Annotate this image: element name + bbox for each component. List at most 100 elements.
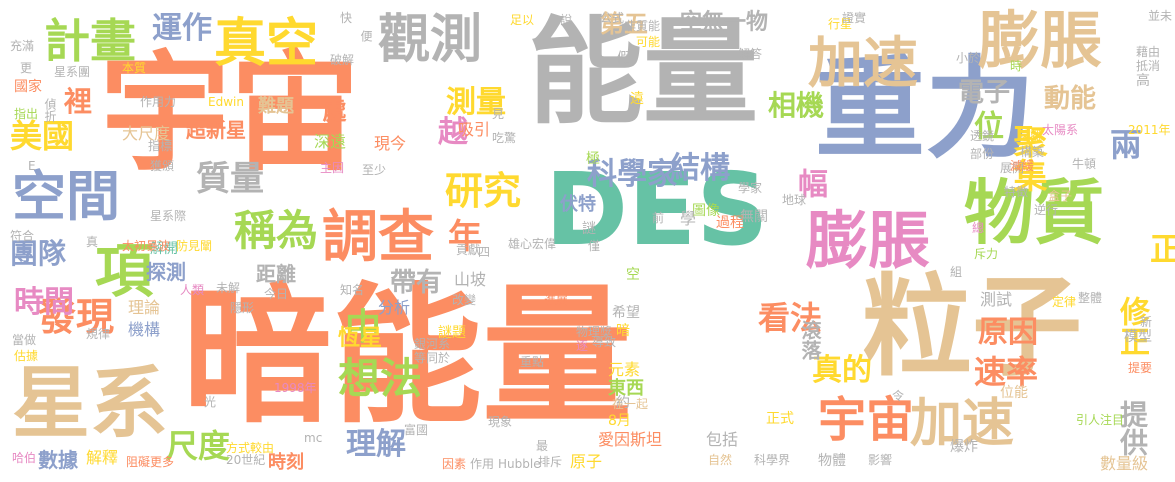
cloud-word: 物質 xyxy=(964,172,1104,254)
cloud-word: 估據 xyxy=(14,349,39,363)
cloud-word: 空無一物 xyxy=(680,10,769,35)
cloud-word: 偵折 xyxy=(43,98,57,122)
cloud-word: 元素 xyxy=(608,360,641,379)
cloud-word: 加速 xyxy=(910,394,1015,454)
cloud-word: 動能 xyxy=(1044,84,1097,114)
cloud-word: 調查 xyxy=(322,205,434,270)
cloud-word: 足以 xyxy=(510,13,535,27)
cloud-word: 非質能 xyxy=(624,19,661,33)
cloud-word: 知名 xyxy=(340,283,365,297)
cloud-word: 解答 xyxy=(738,47,763,61)
cloud-word: 理論 xyxy=(128,298,161,317)
cloud-word: 約 xyxy=(616,395,630,411)
cloud-word: 科學界 xyxy=(754,453,791,467)
cloud-word: 愛因斯坦 xyxy=(598,430,663,449)
cloud-word: 計畫 xyxy=(44,14,136,68)
cloud-word: 定律 xyxy=(1052,295,1077,309)
cloud-word: 牛頓 xyxy=(1072,157,1097,171)
cloud-word: Hubble xyxy=(498,457,541,471)
cloud-word: E xyxy=(28,159,36,173)
cloud-word: 特徵 xyxy=(1004,185,1029,199)
cloud-word: 年 xyxy=(448,217,482,257)
cloud-word: 提要 xyxy=(1128,361,1153,375)
cloud-word: 便 xyxy=(359,30,373,42)
cloud-word: 空 xyxy=(626,267,640,283)
cloud-word: 時 xyxy=(1010,59,1023,73)
cloud-word: 空間 xyxy=(12,165,120,228)
cloud-word: 防見闡 xyxy=(176,239,213,253)
cloud-word: 規律 xyxy=(86,327,111,341)
cloud-word: 自然 xyxy=(708,453,733,467)
cloud-word: 項 xyxy=(95,237,154,305)
cloud-word: 減緩 xyxy=(1010,159,1035,173)
cloud-word: 發現 xyxy=(38,295,115,339)
cloud-word: 極 xyxy=(586,151,600,167)
cloud-word: 團隊 xyxy=(10,237,67,270)
cloud-word: 因素 xyxy=(442,457,467,471)
cloud-word: 說 xyxy=(560,13,573,27)
cloud-word: 光 xyxy=(204,395,217,409)
cloud-word: 宇宙 xyxy=(818,392,915,448)
cloud-word: 令 xyxy=(892,389,905,403)
cloud-word: 哈伯 xyxy=(12,451,37,465)
cloud-word: 8月 xyxy=(608,413,631,429)
cloud-word: 大尺度 xyxy=(122,124,171,143)
cloud-word: 真 xyxy=(86,235,99,249)
cloud-word: mc xyxy=(304,431,323,445)
cloud-word: 處 xyxy=(318,98,346,122)
cloud-word: 數據 xyxy=(38,448,78,472)
cloud-word: 現象 xyxy=(488,415,513,429)
cloud-word: 僅 xyxy=(588,239,601,253)
cloud-word: 中 xyxy=(345,307,382,348)
cloud-word: 排斥 xyxy=(538,455,563,469)
cloud-word: 阻礙更多 xyxy=(126,455,175,469)
cloud-word: 測量 xyxy=(446,85,506,120)
cloud-word: 科學家 xyxy=(587,157,677,192)
cloud-word: 爆炸 xyxy=(950,439,978,455)
cloud-word: 質量 xyxy=(196,159,264,199)
cloud-word: 富國 xyxy=(404,423,429,437)
cloud-word: 引人注目 xyxy=(1076,413,1125,427)
cloud-word: 稱為 xyxy=(234,206,319,255)
cloud-word: 星系 xyxy=(12,359,169,449)
cloud-word: 至少 xyxy=(362,163,387,177)
cloud-word: 小於 xyxy=(956,51,981,65)
cloud-word: 行星 xyxy=(828,17,853,31)
cloud-word: 進展 xyxy=(544,293,569,307)
cloud-word: 研究 xyxy=(445,169,522,213)
cloud-word: 結構 xyxy=(670,151,730,186)
cloud-word: 聚集 xyxy=(1007,124,1047,192)
cloud-word: 作用力 xyxy=(140,95,177,109)
cloud-word: 雄心宏偉 xyxy=(508,237,557,251)
cloud-word: 難題 xyxy=(258,96,294,117)
cloud-word: 20世紀 xyxy=(226,453,266,467)
cloud-word: 無關 xyxy=(740,209,768,225)
cloud-word: 人類 xyxy=(180,283,205,297)
cloud-word: 原子 xyxy=(570,452,603,471)
cloud-word: 未解 xyxy=(216,281,241,295)
cloud-word: 機構 xyxy=(128,320,161,339)
cloud-word: 修正 xyxy=(1114,296,1149,356)
cloud-word: 深遠 xyxy=(314,132,347,151)
cloud-word: 謎 xyxy=(582,221,596,237)
cloud-word: 透鏡 xyxy=(970,129,995,143)
cloud-word: 作用 xyxy=(470,457,495,471)
cloud-word: 太初暴波 xyxy=(122,239,171,253)
cloud-word: 銀河系 xyxy=(414,337,451,351)
cloud-word: 獲頒 xyxy=(150,159,175,173)
cloud-word: 證實 xyxy=(842,11,867,25)
cloud-word: 越 xyxy=(438,115,468,150)
cloud-word: 過程 xyxy=(716,215,744,231)
cloud-word: 山坡 xyxy=(454,270,487,289)
cloud-word: 膨脹 xyxy=(806,204,931,277)
cloud-word: 貢獻 xyxy=(456,243,481,257)
cloud-word: 學 xyxy=(677,210,696,226)
cloud-word: 測試 xyxy=(980,290,1013,309)
cloud-word: 數量級 xyxy=(1100,454,1149,473)
cloud-word: 真空 xyxy=(214,14,319,74)
cloud-word: 探測 xyxy=(146,260,186,284)
cloud-word: 運作 xyxy=(152,11,212,46)
cloud-word: 星系際 xyxy=(150,209,187,223)
cloud-word: 滾落 xyxy=(798,320,822,360)
